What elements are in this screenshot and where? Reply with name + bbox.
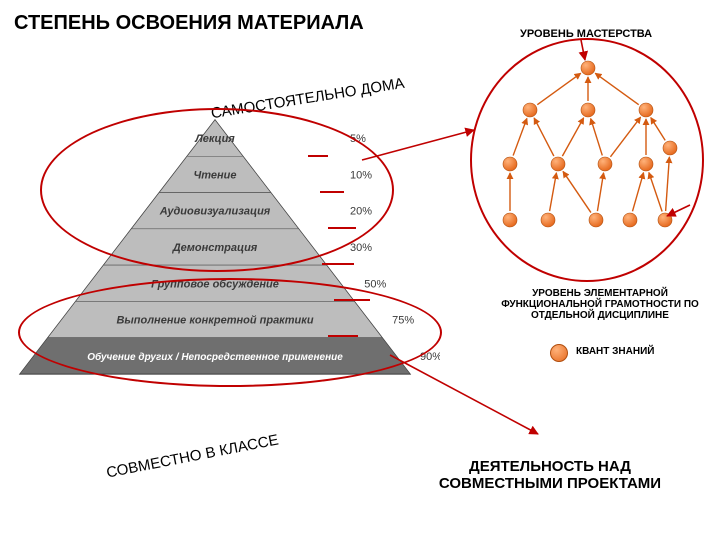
knowledge-graph (470, 38, 700, 278)
pyramid-tier-label: Лекция (194, 133, 235, 145)
functional-literacy-caption: УРОВЕНЬ ЭЛЕМЕНТАРНОЙ ФУНКЦИОНАЛЬНОЙ ГРАМ… (500, 288, 700, 321)
red-tick (322, 263, 354, 265)
learning-pyramid: Лекция 5% Чтение 10% Аудиовизуализация 20% Дем… (10, 112, 440, 392)
pyramid-tier-label: Чтение (193, 169, 236, 181)
graph-edge (513, 118, 527, 155)
graph-edge (595, 73, 638, 104)
pyramid-pct-label: 50% (364, 278, 386, 290)
pyramid-pct-label: 75% (392, 315, 414, 327)
pyramid-pct-label: 5% (350, 133, 366, 145)
graph-edge (651, 118, 665, 141)
graph-node (541, 213, 555, 227)
red-tick (328, 335, 358, 337)
graph-edge (597, 173, 603, 211)
graph-node (623, 213, 637, 227)
graph-edge (666, 157, 670, 211)
graph-edge (649, 173, 662, 212)
graph-edge (534, 118, 554, 156)
graph-node (581, 103, 595, 117)
pyramid-pct-label: 30% (350, 242, 372, 254)
graph-node (639, 157, 653, 171)
red-tick (320, 191, 344, 193)
graph-edge (610, 117, 640, 157)
graph-edge (591, 119, 603, 156)
graph-node (639, 103, 653, 117)
pyramid-tier-label: Выполнение конкретной практики (116, 315, 313, 327)
quantum-dot-icon (550, 344, 568, 362)
graph-edge (562, 118, 583, 156)
graph-node (581, 61, 595, 75)
red-tick (328, 227, 356, 229)
pyramid-pct-label: 10% (350, 169, 372, 181)
graph-node (658, 213, 672, 227)
pyramid-tier-label: Групповое обсуждение (151, 278, 279, 290)
red-tick (334, 299, 370, 301)
label-together-class: СОВМЕСТНО В КЛАССЕ (105, 431, 280, 481)
pyramid-pct-label: 20% (350, 206, 372, 218)
quantum-label: КВАНТ ЗНАНИЙ (576, 346, 654, 357)
graph-node (663, 141, 677, 155)
pyramid-tier-label: Аудиовизуализация (159, 206, 271, 218)
graph-edge (537, 73, 580, 104)
pyramid-tier-label: Демонстрация (172, 242, 258, 254)
graph-edge (632, 173, 643, 212)
pyramid-tier-label: Обучение других / Непосредственное приме… (87, 351, 343, 363)
graph-edge (563, 171, 591, 212)
graph-node (589, 213, 603, 227)
graph-node (503, 157, 517, 171)
graph-node (598, 157, 612, 171)
pyramid-pct-label: 90% (420, 351, 440, 363)
page-title: СТЕПЕНЬ ОСВОЕНИЯ МАТЕРИАЛА (14, 12, 364, 35)
red-tick (308, 155, 328, 157)
graph-node (503, 213, 517, 227)
graph-edge (550, 173, 557, 211)
graph-node (551, 157, 565, 171)
joint-projects-text: ДЕЯТЕЛЬНОСТЬ НАД СОВМЕСТНЫМИ ПРОЕКТАМИ (420, 458, 680, 492)
graph-node (523, 103, 537, 117)
